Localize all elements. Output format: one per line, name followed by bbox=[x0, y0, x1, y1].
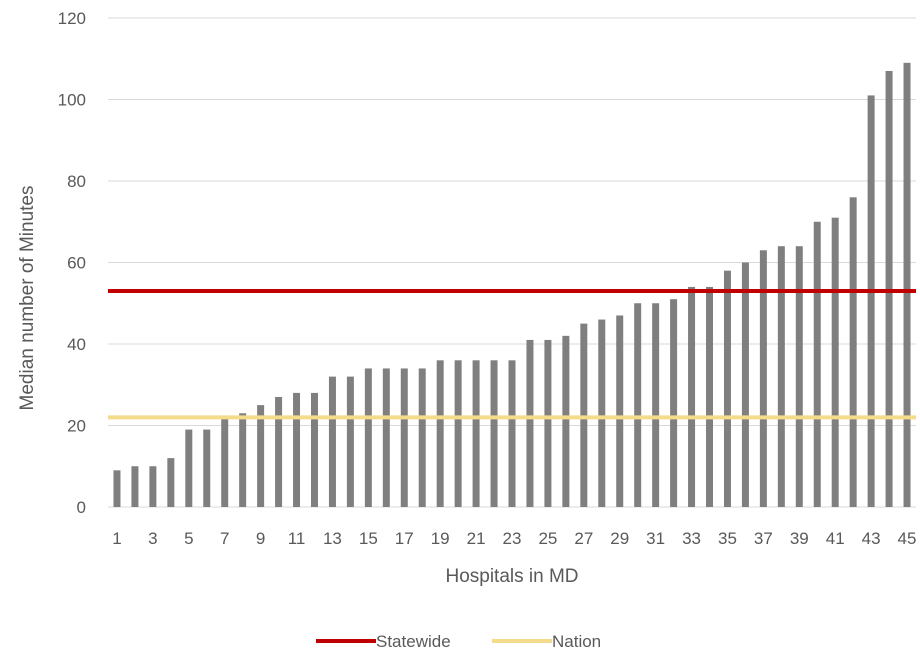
bar bbox=[185, 429, 193, 507]
x-tick-label: 1 bbox=[112, 529, 121, 548]
x-tick-label: 31 bbox=[646, 529, 665, 548]
x-tick-label: 37 bbox=[754, 529, 773, 548]
bar bbox=[670, 299, 678, 507]
x-tick-label: 3 bbox=[148, 529, 157, 548]
bar bbox=[508, 360, 516, 507]
bar bbox=[454, 360, 462, 507]
bar bbox=[436, 360, 444, 507]
y-tick-label: 100 bbox=[58, 91, 86, 110]
x-tick-label: 9 bbox=[256, 529, 265, 548]
x-tick-label: 13 bbox=[323, 529, 342, 548]
bar bbox=[688, 286, 696, 507]
x-tick-label: 11 bbox=[288, 529, 306, 548]
bar bbox=[706, 286, 714, 507]
bar bbox=[777, 246, 785, 507]
bar bbox=[544, 339, 552, 507]
bar bbox=[813, 221, 821, 507]
bar bbox=[598, 319, 606, 507]
bar bbox=[490, 360, 498, 507]
bar bbox=[310, 392, 318, 507]
x-tick-label: 17 bbox=[395, 529, 414, 548]
bar bbox=[131, 466, 139, 507]
y-tick-label: 80 bbox=[67, 172, 86, 191]
bar bbox=[364, 368, 372, 507]
bar bbox=[149, 466, 157, 507]
bar bbox=[472, 360, 480, 507]
legend-label-nation: Nation bbox=[552, 632, 601, 651]
bars bbox=[113, 62, 911, 508]
x-tick-label: 41 bbox=[826, 529, 845, 548]
bar bbox=[382, 368, 390, 507]
x-tick-label: 15 bbox=[359, 529, 378, 548]
bar bbox=[723, 270, 731, 507]
bar bbox=[293, 392, 301, 507]
bar bbox=[634, 303, 642, 507]
bar bbox=[580, 323, 588, 507]
bar bbox=[221, 417, 229, 507]
x-tick-label: 43 bbox=[862, 529, 881, 548]
y-tick-label: 60 bbox=[67, 254, 86, 273]
bar bbox=[903, 62, 911, 507]
y-axis-ticks: 0 20 40 60 80 100 120 bbox=[58, 9, 86, 517]
bar bbox=[849, 197, 857, 508]
x-tick-label: 29 bbox=[610, 529, 629, 548]
x-tick-label: 23 bbox=[503, 529, 522, 548]
bar bbox=[526, 339, 534, 507]
bar bbox=[257, 405, 265, 507]
bar bbox=[795, 246, 803, 507]
y-tick-label: 120 bbox=[58, 9, 86, 28]
bar bbox=[400, 368, 408, 507]
x-tick-label: 45 bbox=[898, 529, 917, 548]
legend: Statewide Nation bbox=[316, 632, 601, 651]
bar bbox=[759, 250, 767, 507]
bar bbox=[328, 376, 336, 507]
x-tick-label: 27 bbox=[574, 529, 593, 548]
bar bbox=[275, 396, 283, 507]
x-tick-label: 19 bbox=[431, 529, 450, 548]
bar bbox=[203, 429, 211, 507]
bar bbox=[831, 217, 839, 508]
legend-label-statewide: Statewide bbox=[376, 632, 451, 651]
bar bbox=[113, 470, 121, 507]
bar bbox=[885, 70, 893, 507]
bar bbox=[562, 335, 570, 507]
bar bbox=[741, 262, 749, 507]
y-axis-title: Median number of Minutes bbox=[17, 186, 38, 411]
bar bbox=[239, 413, 247, 507]
bar bbox=[346, 376, 354, 507]
bar bbox=[418, 368, 426, 507]
bar bbox=[867, 95, 875, 508]
bar bbox=[167, 458, 175, 507]
x-axis-title: Hospitals in MD bbox=[445, 566, 578, 587]
x-tick-label: 7 bbox=[220, 529, 229, 548]
y-tick-label: 40 bbox=[67, 335, 86, 354]
x-tick-label: 39 bbox=[790, 529, 809, 548]
x-tick-label: 33 bbox=[682, 529, 701, 548]
x-tick-label: 35 bbox=[718, 529, 737, 548]
reference-lines bbox=[108, 289, 916, 420]
x-tick-label: 25 bbox=[538, 529, 557, 548]
y-tick-label: 20 bbox=[67, 417, 86, 436]
y-tick-label: 0 bbox=[77, 498, 86, 517]
x-tick-label: 21 bbox=[467, 529, 486, 548]
x-axis-ticks: 1 3 5 7 9 11 13 15 17 19 21 23 25 27 29 31 33 35 37 39 41 43 4… bbox=[112, 529, 916, 548]
bar bbox=[652, 303, 660, 507]
x-tick-label: 5 bbox=[184, 529, 193, 548]
bar bbox=[616, 315, 624, 507]
